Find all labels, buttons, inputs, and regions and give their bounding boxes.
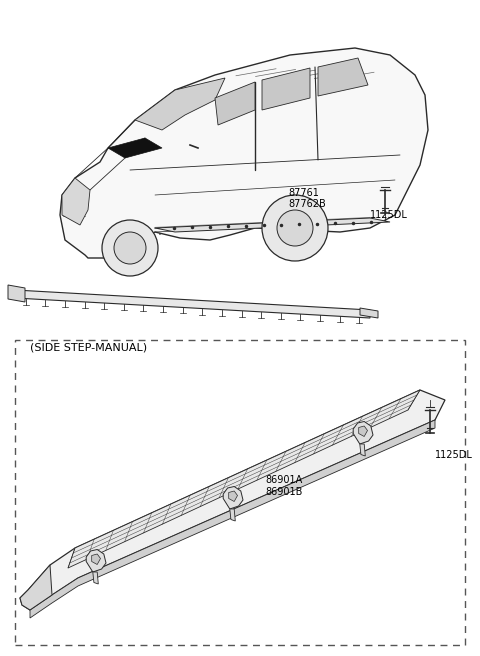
Polygon shape (223, 487, 243, 509)
Polygon shape (228, 491, 238, 501)
Text: (SIDE STEP-MANUAL): (SIDE STEP-MANUAL) (30, 343, 147, 353)
Text: 86901B: 86901B (265, 487, 302, 497)
Polygon shape (86, 550, 106, 572)
Polygon shape (92, 554, 100, 565)
Polygon shape (359, 426, 368, 436)
Polygon shape (360, 308, 378, 318)
Circle shape (277, 210, 313, 246)
Text: 1125DL: 1125DL (370, 210, 408, 220)
Polygon shape (318, 58, 368, 96)
Circle shape (262, 195, 328, 261)
Text: 86901A: 86901A (265, 475, 302, 485)
Polygon shape (353, 422, 373, 444)
Polygon shape (8, 285, 25, 302)
Text: 87762B: 87762B (288, 199, 326, 209)
Polygon shape (230, 509, 235, 521)
Polygon shape (262, 68, 310, 110)
Polygon shape (62, 178, 90, 225)
Polygon shape (108, 138, 162, 158)
Polygon shape (68, 390, 420, 568)
Polygon shape (20, 565, 52, 610)
Circle shape (102, 220, 158, 276)
Polygon shape (155, 218, 390, 232)
Polygon shape (360, 444, 365, 456)
Text: 1125DL: 1125DL (435, 450, 473, 460)
Circle shape (114, 232, 146, 264)
Polygon shape (135, 78, 225, 130)
Polygon shape (15, 290, 370, 318)
Polygon shape (215, 82, 255, 125)
Text: 87761: 87761 (288, 188, 319, 198)
Polygon shape (93, 572, 98, 584)
Polygon shape (30, 420, 435, 618)
Polygon shape (60, 48, 428, 258)
Polygon shape (20, 390, 445, 610)
